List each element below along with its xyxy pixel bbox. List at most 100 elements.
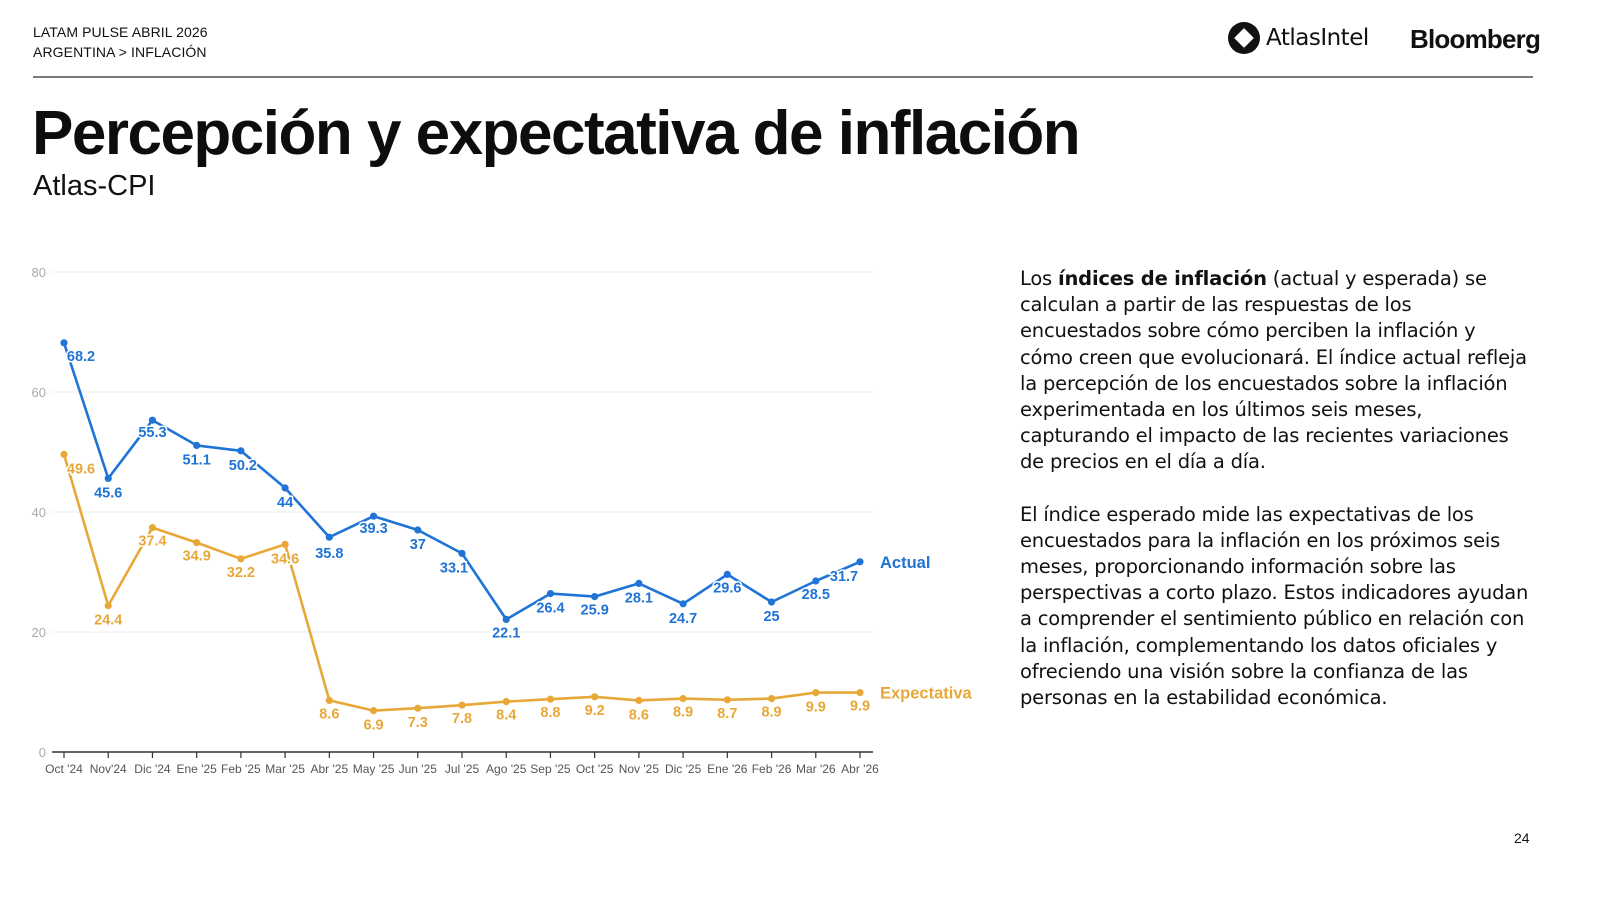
page-title: Percepción y expectativa de inflación xyxy=(32,99,1081,168)
x-tick-label: Dic '25 xyxy=(665,762,702,776)
atlasintel-logo-text: AtlasIntel xyxy=(1266,25,1369,51)
x-tick-label: Abr '25 xyxy=(311,762,349,776)
data-label-expectativa: 34.6 xyxy=(271,551,299,567)
data-point-actual xyxy=(414,526,422,534)
y-tick-label: 60 xyxy=(32,385,46,400)
x-tick-label: Feb '25 xyxy=(221,762,261,776)
data-label-expectativa: 7.3 xyxy=(408,715,428,731)
data-label-expectativa: 8.9 xyxy=(673,705,693,721)
data-point-expectativa xyxy=(679,695,687,703)
data-point-expectativa xyxy=(458,701,466,709)
data-point-expectativa xyxy=(591,693,599,701)
data-label-expectativa: 32.2 xyxy=(227,565,255,581)
x-tick-label: Ene '26 xyxy=(707,762,748,776)
data-point-actual xyxy=(591,593,599,601)
legend-label-expectativa: Expectativa xyxy=(880,685,973,703)
data-label-actual: 25.9 xyxy=(581,603,609,619)
desc-text: (actual y esperada) se calculan a partir… xyxy=(1020,267,1527,474)
data-label-expectativa: 8.8 xyxy=(540,705,560,721)
data-label-actual: 26.4 xyxy=(536,601,564,617)
x-tick-label: Jun '25 xyxy=(399,762,438,776)
data-label-expectativa: 6.9 xyxy=(363,718,383,734)
data-point-expectativa xyxy=(812,689,820,697)
page-subtitle: Atlas-CPI xyxy=(33,170,156,202)
data-point-actual xyxy=(325,533,333,541)
data-point-actual xyxy=(546,590,555,598)
data-label-expectativa: 8.9 xyxy=(761,705,781,721)
x-tick-label: Nov'24 xyxy=(90,762,127,776)
data-point-actual xyxy=(635,579,643,587)
data-label-actual: 28.1 xyxy=(625,590,653,606)
data-point-actual xyxy=(723,570,731,578)
description: Los índices de inflación (actual y esper… xyxy=(1020,266,1530,737)
data-label-actual: 39.3 xyxy=(359,521,387,537)
atlasintel-logo-icon xyxy=(1228,22,1260,54)
data-label-expectativa: 7.8 xyxy=(452,711,472,727)
x-tick-label: Sep '25 xyxy=(530,762,571,776)
data-label-actual: 37 xyxy=(410,537,426,553)
data-label-actual: 44 xyxy=(277,495,293,511)
description-paragraph-2: El índice esperado mide las expectativas… xyxy=(1020,502,1529,710)
data-label-actual: 22.1 xyxy=(492,625,520,641)
data-point-expectativa xyxy=(60,450,68,458)
data-label-actual: 55.3 xyxy=(138,425,166,441)
breadcrumb: LATAM PULSE ABRIL 2026 ARGENTINA > INFLA… xyxy=(33,22,208,62)
y-tick-label: 40 xyxy=(32,505,46,520)
data-label-actual: 31.7 xyxy=(830,569,858,585)
x-tick-label: Jul '25 xyxy=(445,762,480,776)
data-point-actual xyxy=(679,600,687,608)
data-label-expectativa: 9.9 xyxy=(806,700,826,716)
x-tick-label: May '25 xyxy=(353,762,395,776)
data-point-expectativa xyxy=(546,695,555,703)
data-point-expectativa xyxy=(502,698,510,706)
data-point-expectativa xyxy=(281,540,289,548)
data-label-actual: 24.7 xyxy=(669,611,697,627)
x-tick-label: Mar '26 xyxy=(796,762,836,776)
series-line-actual xyxy=(62,342,861,621)
x-tick-label: Abr '26 xyxy=(841,762,879,776)
data-label-actual: 51.1 xyxy=(183,452,211,468)
x-tick-label: Dic '24 xyxy=(134,762,171,776)
header-divider xyxy=(33,76,1533,78)
atlasintel-logo: AtlasIntel xyxy=(1228,22,1369,54)
desc-text: Los xyxy=(1020,267,1059,290)
x-tick-label: Ago '25 xyxy=(486,762,527,776)
data-point-expectativa xyxy=(237,555,245,563)
data-point-actual xyxy=(369,512,378,520)
bloomberg-logo: Bloomberg xyxy=(1410,24,1541,54)
data-point-actual xyxy=(767,598,776,606)
data-label-expectativa: 9.9 xyxy=(850,699,870,715)
data-label-actual: 25 xyxy=(763,609,779,625)
section-path: ARGENTINA > INFLACIÓN xyxy=(33,44,207,60)
x-tick-label: Nov '25 xyxy=(619,762,660,776)
data-point-expectativa xyxy=(325,696,333,704)
data-point-actual xyxy=(148,416,157,424)
data-label-expectativa: 8.6 xyxy=(629,707,649,723)
data-point-expectativa xyxy=(635,696,643,704)
data-point-actual xyxy=(281,484,289,492)
description-paragraph-1: Los índices de inflación (actual y esper… xyxy=(1020,266,1530,476)
data-label-actual: 45.6 xyxy=(94,485,122,501)
data-label-actual: 50.2 xyxy=(229,458,257,474)
data-point-actual xyxy=(104,474,112,482)
data-point-expectativa xyxy=(193,539,201,547)
data-point-actual xyxy=(856,558,864,566)
x-tick-label: Oct '24 xyxy=(45,762,83,776)
data-point-actual xyxy=(502,615,510,623)
data-point-actual xyxy=(193,441,201,449)
data-label-expectativa: 8.7 xyxy=(717,706,737,722)
data-point-expectativa xyxy=(369,707,378,715)
data-point-expectativa xyxy=(767,695,776,703)
y-tick-label: 20 xyxy=(32,625,46,640)
data-label-expectativa: 9.2 xyxy=(585,703,605,719)
data-point-expectativa xyxy=(856,689,864,697)
x-tick-label: Oct '25 xyxy=(576,762,614,776)
data-point-actual xyxy=(458,549,466,557)
data-point-actual xyxy=(812,577,820,585)
data-point-actual xyxy=(237,447,245,455)
data-label-actual: 33.1 xyxy=(440,560,468,576)
data-point-expectativa xyxy=(414,704,422,712)
x-tick-label: Ene '25 xyxy=(177,762,218,776)
x-tick-label: Feb '26 xyxy=(752,762,792,776)
